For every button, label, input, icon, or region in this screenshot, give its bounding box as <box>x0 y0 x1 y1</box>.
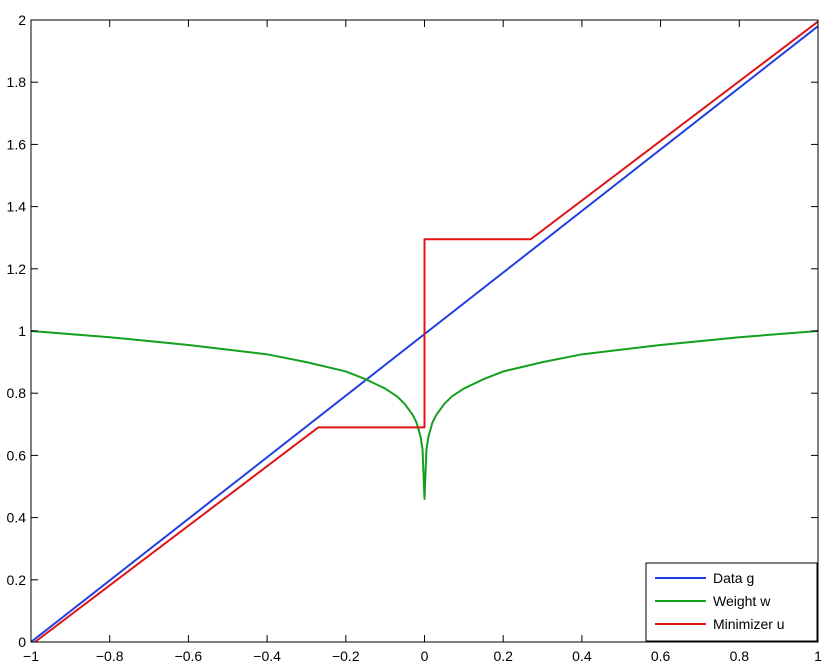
legend-label: Data g <box>713 570 754 586</box>
y-tick-label: 1.2 <box>7 261 27 277</box>
y-tick-label: 0.4 <box>7 510 27 526</box>
axes-layer: −1 −0.8 −0.6 −0.4 −0.2 0 0.2 0.4 0.6 0.8 1 0 0.2 0.4 0… <box>7 12 823 664</box>
x-tick-label: −1 <box>23 648 39 664</box>
x-tick-label: −0.4 <box>253 648 281 664</box>
x-tick-label: −0.2 <box>332 648 360 664</box>
y-tick-label: 0.2 <box>7 572 27 588</box>
x-tick-label: 0.4 <box>572 648 592 664</box>
series-line-1 <box>30 330 819 500</box>
x-tick-label: −0.6 <box>175 648 203 664</box>
y-tick-label: 0.8 <box>7 385 27 401</box>
x-tick-label: 0 <box>421 648 429 664</box>
y-tick-label: 0 <box>18 634 26 650</box>
legend: Data g Weight w Minimizer u <box>645 562 818 642</box>
y-tick-label: 1.8 <box>7 74 27 90</box>
series-line-2 <box>34 20 819 643</box>
y-tick-label: 0.6 <box>7 447 27 463</box>
x-tick-label: 0.6 <box>651 648 671 664</box>
x-tick-label: 0.2 <box>493 648 513 664</box>
y-tick-label: 1.4 <box>7 199 27 215</box>
y-tick-label: 2 <box>18 12 26 28</box>
y-tick-label: 1 <box>18 323 26 339</box>
y-tick-label: 1.6 <box>7 136 27 152</box>
legend-label: Minimizer u <box>713 616 785 632</box>
x-tick-label: −0.8 <box>96 648 124 664</box>
x-tick-label: 1 <box>814 648 822 664</box>
series-layer <box>30 20 819 643</box>
legend-label: Weight w <box>713 593 771 609</box>
x-tick-label: 0.8 <box>730 648 750 664</box>
